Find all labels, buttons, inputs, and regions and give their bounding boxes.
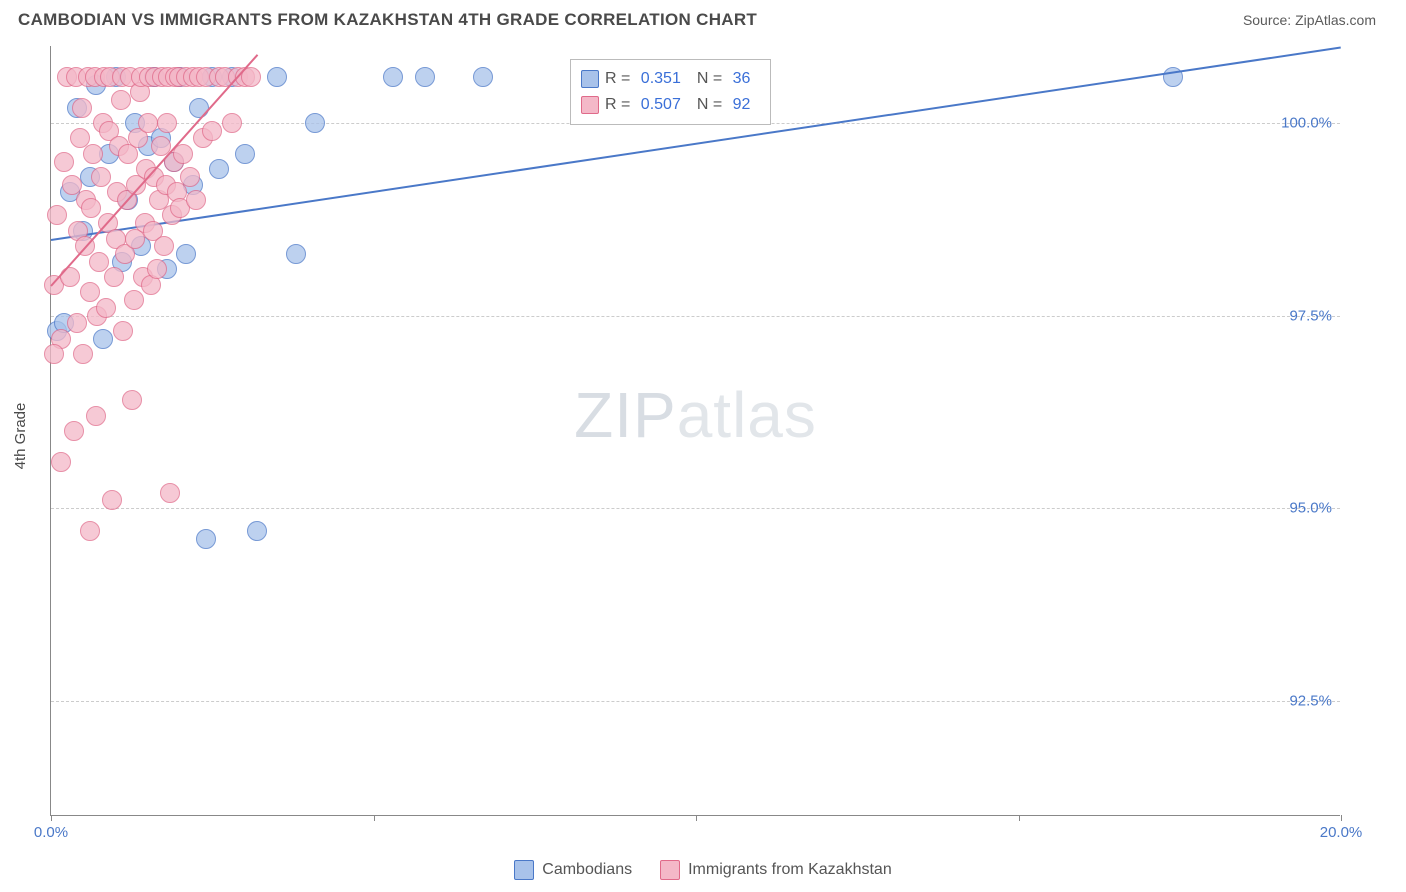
scatter-point [113,321,133,341]
x-tick-label: 0.0% [34,824,68,841]
x-tick-label: 20.0% [1320,824,1363,841]
y-axis-label: 4th Grade [12,403,29,470]
scatter-point [222,113,242,133]
legend: Cambodians Immigrants from Kazakhstan [0,860,1406,880]
scatter-point [81,198,101,218]
chart-source: Source: ZipAtlas.com [1243,12,1376,28]
scatter-point [83,144,103,164]
scatter-point [186,190,206,210]
scatter-point [286,244,306,264]
scatter-point [80,282,100,302]
legend-swatch-icon [514,860,534,880]
legend-label: Immigrants from Kazakhstan [688,861,892,879]
scatter-point [180,167,200,187]
scatter-point [235,144,255,164]
scatter-point [62,175,82,195]
scatter-point [54,152,74,172]
scatter-point [154,236,174,256]
stats-swatch-icon [581,70,599,88]
stats-r-label: R = [605,96,635,114]
scatter-point [415,67,435,87]
stats-n-value: 92 [733,96,751,114]
x-tick-mark [51,815,52,821]
gridline [51,316,1340,317]
stats-n-value: 36 [733,70,751,88]
scatter-point [209,159,229,179]
scatter-point [104,267,124,287]
scatter-point [111,90,131,110]
x-tick-mark [374,815,375,821]
scatter-point [138,113,158,133]
legend-label: Cambodians [542,861,632,879]
scatter-point [67,313,87,333]
chart-header: CAMBODIAN VS IMMIGRANTS FROM KAZAKHSTAN … [0,0,1406,36]
stats-r-label: R = [605,70,635,88]
stats-r-value: 0.507 [641,96,681,114]
scatter-point [122,390,142,410]
gridline [51,508,1340,509]
scatter-point [47,205,67,225]
scatter-point [73,344,93,364]
x-tick-mark [1019,815,1020,821]
scatter-point [267,67,287,87]
stats-row: R = 0.507 N = 92 [581,92,760,118]
stats-n-label: N = [697,70,727,88]
y-tick-label: 100.0% [1281,115,1332,132]
y-tick-label: 95.0% [1289,500,1332,517]
legend-item-kazakhstan[interactable]: Immigrants from Kazakhstan [660,860,892,880]
scatter-point [124,290,144,310]
scatter-point [80,521,100,541]
legend-swatch-icon [660,860,680,880]
scatter-point [196,529,216,549]
scatter-point [176,244,196,264]
stats-row: R = 0.351 N = 36 [581,66,760,92]
scatter-point [89,252,109,272]
scatter-point [51,452,71,472]
scatter-point [72,98,92,118]
scatter-point [96,298,116,318]
scatter-point [91,167,111,187]
stats-n-label: N = [697,96,727,114]
scatter-point [102,490,122,510]
scatter-point [305,113,325,133]
scatter-point [44,344,64,364]
watermark-bold: ZIP [574,379,677,451]
scatter-point [189,98,209,118]
chart-title: CAMBODIAN VS IMMIGRANTS FROM KAZAKHSTAN … [18,10,757,30]
correlation-stats-box: R = 0.351 N = 36 R = 0.507 N = 92 [570,59,771,125]
chart-container: 4th Grade ZIPatlas 92.5% 95.0% 97.5% 100.0%… [0,36,1406,886]
watermark-thin: atlas [677,379,817,451]
y-tick-label: 92.5% [1289,692,1332,709]
scatter-point [202,121,222,141]
stats-swatch-icon [581,96,599,114]
x-tick-mark [696,815,697,821]
scatter-point [93,329,113,349]
gridline [51,701,1340,702]
scatter-point [383,67,403,87]
legend-item-cambodians[interactable]: Cambodians [514,860,632,880]
scatter-point [147,259,167,279]
scatter-point [157,113,177,133]
plot-area: ZIPatlas 92.5%95.0%97.5%100.0%0.0%20.0% [50,46,1340,816]
watermark: ZIPatlas [574,378,817,452]
stats-r-value: 0.351 [641,70,681,88]
scatter-point [160,483,180,503]
scatter-point [86,406,106,426]
scatter-point [247,521,267,541]
x-tick-mark [1341,815,1342,821]
scatter-point [64,421,84,441]
y-tick-label: 97.5% [1289,307,1332,324]
scatter-point [473,67,493,87]
